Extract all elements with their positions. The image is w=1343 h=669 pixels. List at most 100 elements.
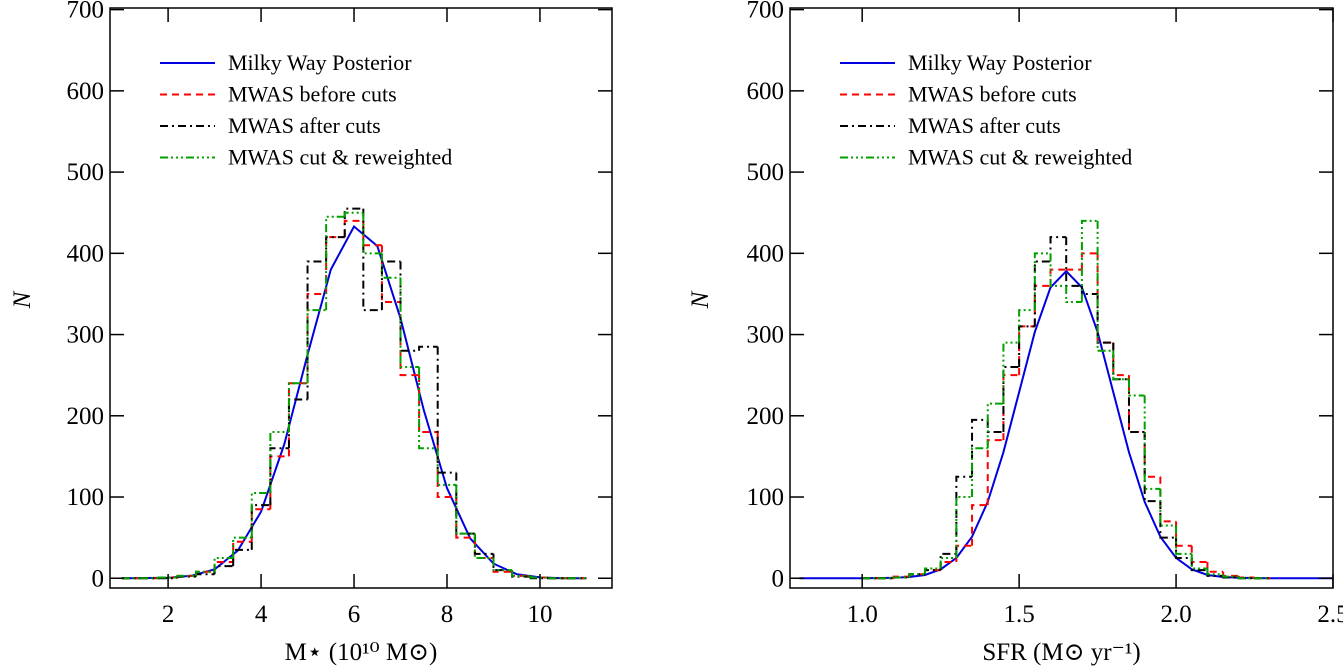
y-axis-label: N (687, 290, 714, 309)
histogram-bin (1096, 253, 1114, 344)
histogram-bin (1065, 285, 1082, 304)
x-tick-label: 1.0 (847, 601, 878, 628)
histogram-bin (287, 398, 308, 449)
histogram-bin (1049, 253, 1067, 287)
histogram-bin (511, 570, 531, 577)
histogram-bin (1002, 341, 1020, 404)
histogram-bin (908, 573, 925, 578)
y-tick-label: 200 (747, 403, 785, 430)
y-tick-label: 300 (747, 322, 785, 349)
histogram-bin (418, 367, 438, 450)
histogram-bin (1127, 375, 1145, 434)
histogram-bin (380, 260, 401, 311)
legend-text: MWAS cut & reweighted (228, 145, 452, 170)
histogram-bin (343, 207, 364, 238)
histogram-bin (194, 573, 215, 577)
legend-text: Milky Way Posterior (228, 50, 412, 75)
histogram-bin (1190, 545, 1208, 564)
histogram-bin (176, 574, 196, 578)
x-tick-label: 4 (255, 601, 268, 628)
y-axis-label: N (9, 290, 36, 309)
histogram-bin (986, 439, 1004, 506)
histogram-bin (1222, 571, 1239, 577)
histogram-bin (492, 557, 513, 572)
histogram-bin (892, 576, 910, 579)
histogram-bin (1018, 309, 1035, 343)
panel: 1.0 1.5 2.0 2.5 0 100 200 300 400 500 600 700 Milky … (687, 0, 1343, 666)
histogram-bin (1049, 236, 1067, 262)
histogram-bin (157, 576, 178, 579)
histogram-bin (923, 567, 941, 575)
histogram-bin (455, 472, 475, 535)
y-tick-label: 500 (67, 159, 105, 186)
histogram-bin (306, 292, 327, 384)
histogram-bin (1096, 220, 1114, 352)
histogram-bin (343, 211, 364, 217)
curve (799, 269, 1333, 580)
x-tick-label: 10 (527, 601, 552, 628)
y-tick-label: 0 (92, 565, 105, 592)
histogram-bin (1127, 379, 1145, 397)
histogram-bin (1159, 476, 1177, 523)
histogram-bin (250, 491, 271, 538)
histogram-bin (399, 261, 420, 352)
legend-text: MWAS after cuts (908, 113, 1061, 138)
y-tick-label: 100 (747, 484, 785, 511)
histogram-bin (1002, 366, 1020, 433)
histogram-bin (250, 508, 271, 542)
histogram-bin (1159, 501, 1177, 539)
histogram-bin (473, 533, 494, 555)
y-tick-label: 100 (67, 484, 105, 511)
histogram-bin (473, 537, 494, 559)
histogram-bin (1065, 237, 1082, 287)
histogram-bin (455, 484, 475, 535)
curve (121, 224, 587, 580)
y-tick-label: 600 (67, 78, 105, 105)
histogram-bin (1222, 574, 1239, 578)
histogram-bin (380, 245, 401, 304)
histogram-bin (399, 277, 420, 369)
histogram-bin (343, 219, 364, 238)
histogram-bin (1096, 293, 1114, 344)
x-tick-label: 2.0 (1160, 601, 1191, 628)
histogram-bin (1206, 562, 1224, 573)
histogram-bin (1049, 268, 1067, 286)
y-tick-label: 200 (67, 403, 105, 430)
histogram-bin (325, 236, 345, 294)
histogram-bin (971, 447, 988, 498)
histogram-bin (1206, 568, 1224, 576)
histogram-bin (1080, 252, 1098, 270)
plot-area (121, 207, 587, 580)
histogram-bin (362, 208, 382, 312)
histogram-bin (955, 475, 973, 554)
histogram-bin (362, 212, 382, 255)
histogram-bin (287, 382, 308, 433)
histogram-bin (1159, 488, 1177, 527)
histogram-bin (436, 346, 457, 474)
histogram-bin (1112, 342, 1129, 377)
x-axis-label: M⋆ (10¹⁰ M⊙) (285, 639, 438, 666)
histogram-bin (436, 448, 457, 486)
y-tick-label: 0 (772, 565, 785, 592)
histogram-bin (194, 570, 215, 576)
histogram-bin (418, 345, 438, 351)
histogram-bin (1033, 252, 1051, 311)
histogram-bin (1112, 342, 1129, 381)
histogram-bin (232, 548, 252, 567)
histogram-bin (1127, 379, 1145, 434)
histogram-bin (1080, 219, 1098, 303)
histogram-bin (1190, 557, 1208, 572)
histogram-bin (1002, 374, 1020, 441)
histogram-bin (213, 556, 234, 572)
x-tick-label: 2.5 (1317, 601, 1343, 628)
y-tick-label: 700 (747, 0, 785, 24)
x-tick-label: 8 (441, 601, 454, 628)
legend-text: MWAS after cuts (228, 113, 381, 138)
histogram-bin (1143, 432, 1161, 478)
y-tick-label: 500 (747, 159, 785, 186)
histogram-bin (325, 215, 345, 311)
histogram-bin (971, 418, 988, 477)
histogram-bin (436, 432, 457, 499)
